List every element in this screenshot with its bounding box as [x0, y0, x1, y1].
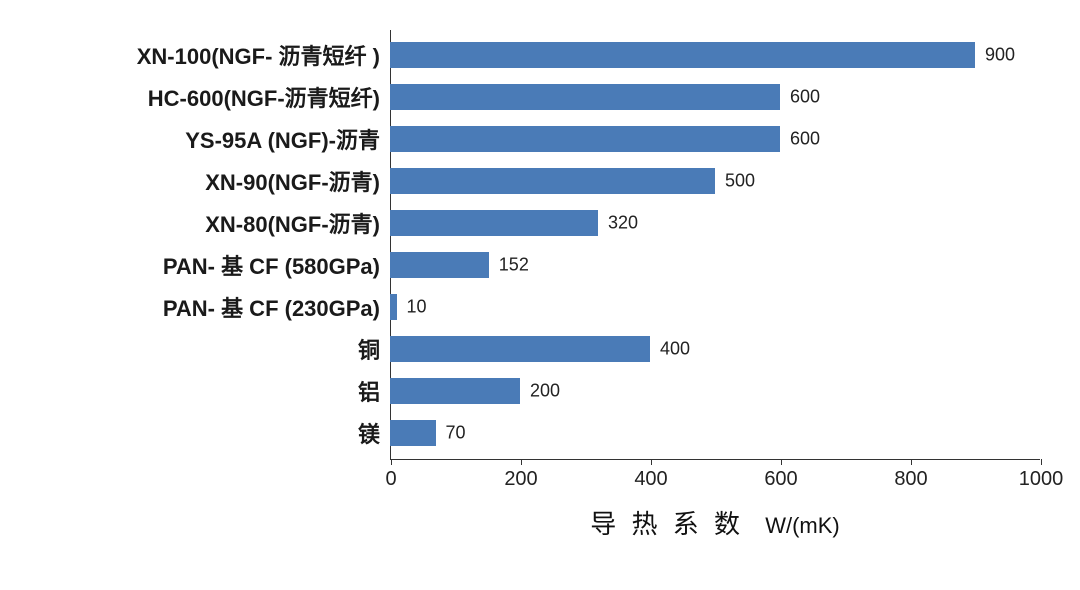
- bar-value: 600: [790, 129, 820, 150]
- bar: [390, 126, 780, 152]
- bar-value: 500: [725, 171, 755, 192]
- x-tick-label: 400: [634, 468, 667, 491]
- x-tick-label: 0: [385, 468, 396, 491]
- bar: [390, 252, 489, 278]
- x-tick: [391, 459, 392, 465]
- bar-label: 镁: [358, 417, 380, 449]
- bar-label: YS-95A (NGF)-沥青: [185, 123, 380, 155]
- x-axis-title-text: 导 热 系 数: [590, 509, 744, 539]
- bar-label: 铝: [358, 375, 380, 407]
- x-tick-label: 600: [764, 468, 797, 491]
- bar-row: YS-95A (NGF)-沥青 600: [0, 118, 1080, 160]
- bar-value: 200: [530, 381, 560, 402]
- bar-row: 铜 400: [0, 328, 1080, 370]
- bar: [390, 378, 520, 404]
- x-tick: [781, 459, 782, 465]
- x-tick: [911, 459, 912, 465]
- bar: [390, 210, 598, 236]
- x-tick-label: 200: [504, 468, 537, 491]
- x-tick: [1041, 459, 1042, 465]
- bar-row: XN-80(NGF-沥青) 320: [0, 202, 1080, 244]
- bar-value: 70: [446, 423, 466, 444]
- bar-value: 152: [499, 255, 529, 276]
- bar-label: XN-80(NGF-沥青): [205, 207, 380, 239]
- x-tick: [521, 459, 522, 465]
- bar-value: 400: [660, 339, 690, 360]
- x-tick: [651, 459, 652, 465]
- bar: [390, 84, 780, 110]
- bar-label: PAN- 基 CF (230GPa): [163, 291, 380, 323]
- bar-value: 10: [407, 297, 427, 318]
- x-axis-title: 导 热 系 数 W/(mK): [390, 504, 1040, 541]
- x-tick-label: 1000: [1019, 468, 1064, 491]
- bar-label: XN-90(NGF-沥青): [205, 165, 380, 197]
- bar: [390, 42, 975, 68]
- bar-row: XN-90(NGF-沥青) 500: [0, 160, 1080, 202]
- bar: [390, 294, 397, 320]
- bar-row: PAN- 基 CF (230GPa) 10: [0, 286, 1080, 328]
- bar-row: XN-100(NGF- 沥青短纤 ) 900: [0, 34, 1080, 76]
- bar-value: 600: [790, 87, 820, 108]
- bar-row: HC-600(NGF-沥青短纤) 600: [0, 76, 1080, 118]
- bar-row: 镁 70: [0, 412, 1080, 454]
- bar-row: PAN- 基 CF (580GPa) 152: [0, 244, 1080, 286]
- bar: [390, 420, 436, 446]
- bar-value: 900: [985, 45, 1015, 66]
- x-axis-unit: W/(mK): [765, 513, 840, 538]
- bar-label: HC-600(NGF-沥青短纤): [148, 81, 380, 113]
- bar: [390, 336, 650, 362]
- bar-label: PAN- 基 CF (580GPa): [163, 249, 380, 281]
- bar: [390, 168, 715, 194]
- bar-row: 铝 200: [0, 370, 1080, 412]
- bar-label: 铜: [358, 333, 380, 365]
- x-tick-label: 800: [894, 468, 927, 491]
- bar-value: 320: [608, 213, 638, 234]
- bar-label: XN-100(NGF- 沥青短纤 ): [137, 39, 380, 71]
